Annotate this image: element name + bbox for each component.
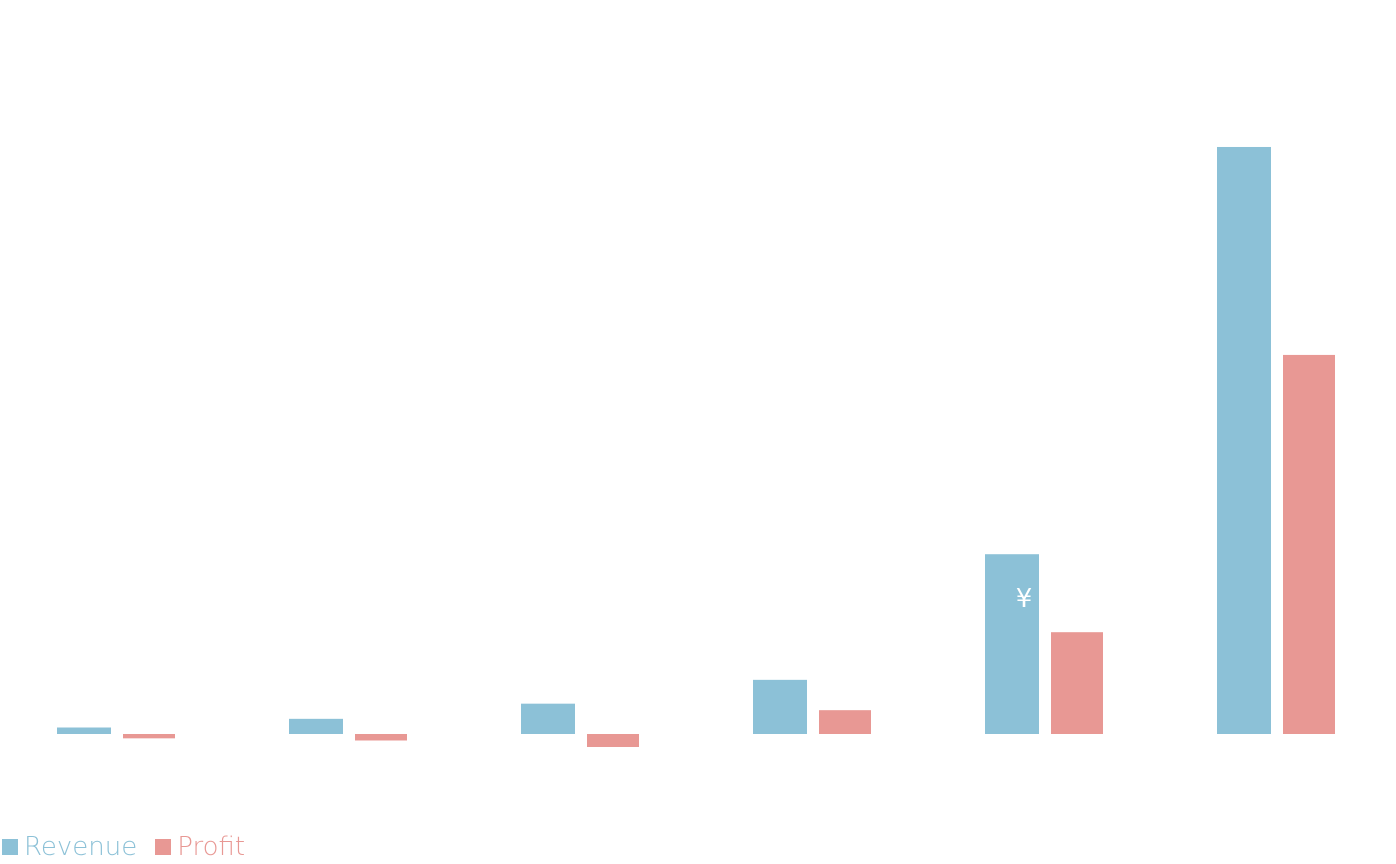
bar-profit-5[interactable] [1283,354,1335,734]
legend: Revenue Profit [2,832,263,862]
bar-revenue-3[interactable] [753,679,807,734]
legend-item-revenue[interactable]: Revenue [2,832,137,862]
bars-group [57,146,1335,747]
bar-revenue-5[interactable] [1217,146,1271,735]
bar-revenue-0[interactable] [57,727,111,734]
currency-mark-label: ¥ [1015,584,1033,614]
legend-label-profit: Profit [177,832,246,862]
bar-profit-1[interactable] [355,734,407,741]
bar-profit-2[interactable] [587,734,639,747]
bar-revenue-4[interactable] [985,554,1039,734]
bar-revenue-2[interactable] [521,703,575,734]
legend-item-profit[interactable]: Profit [155,832,245,862]
bar-profit-3[interactable] [819,710,871,734]
bar-profit-4[interactable] [1051,632,1103,734]
legend-label-revenue: Revenue [24,832,138,862]
legend-swatch-profit [155,839,172,855]
bar-revenue-1[interactable] [289,718,343,734]
bar-profit-0[interactable] [123,734,175,739]
legend-swatch-revenue [2,839,18,855]
